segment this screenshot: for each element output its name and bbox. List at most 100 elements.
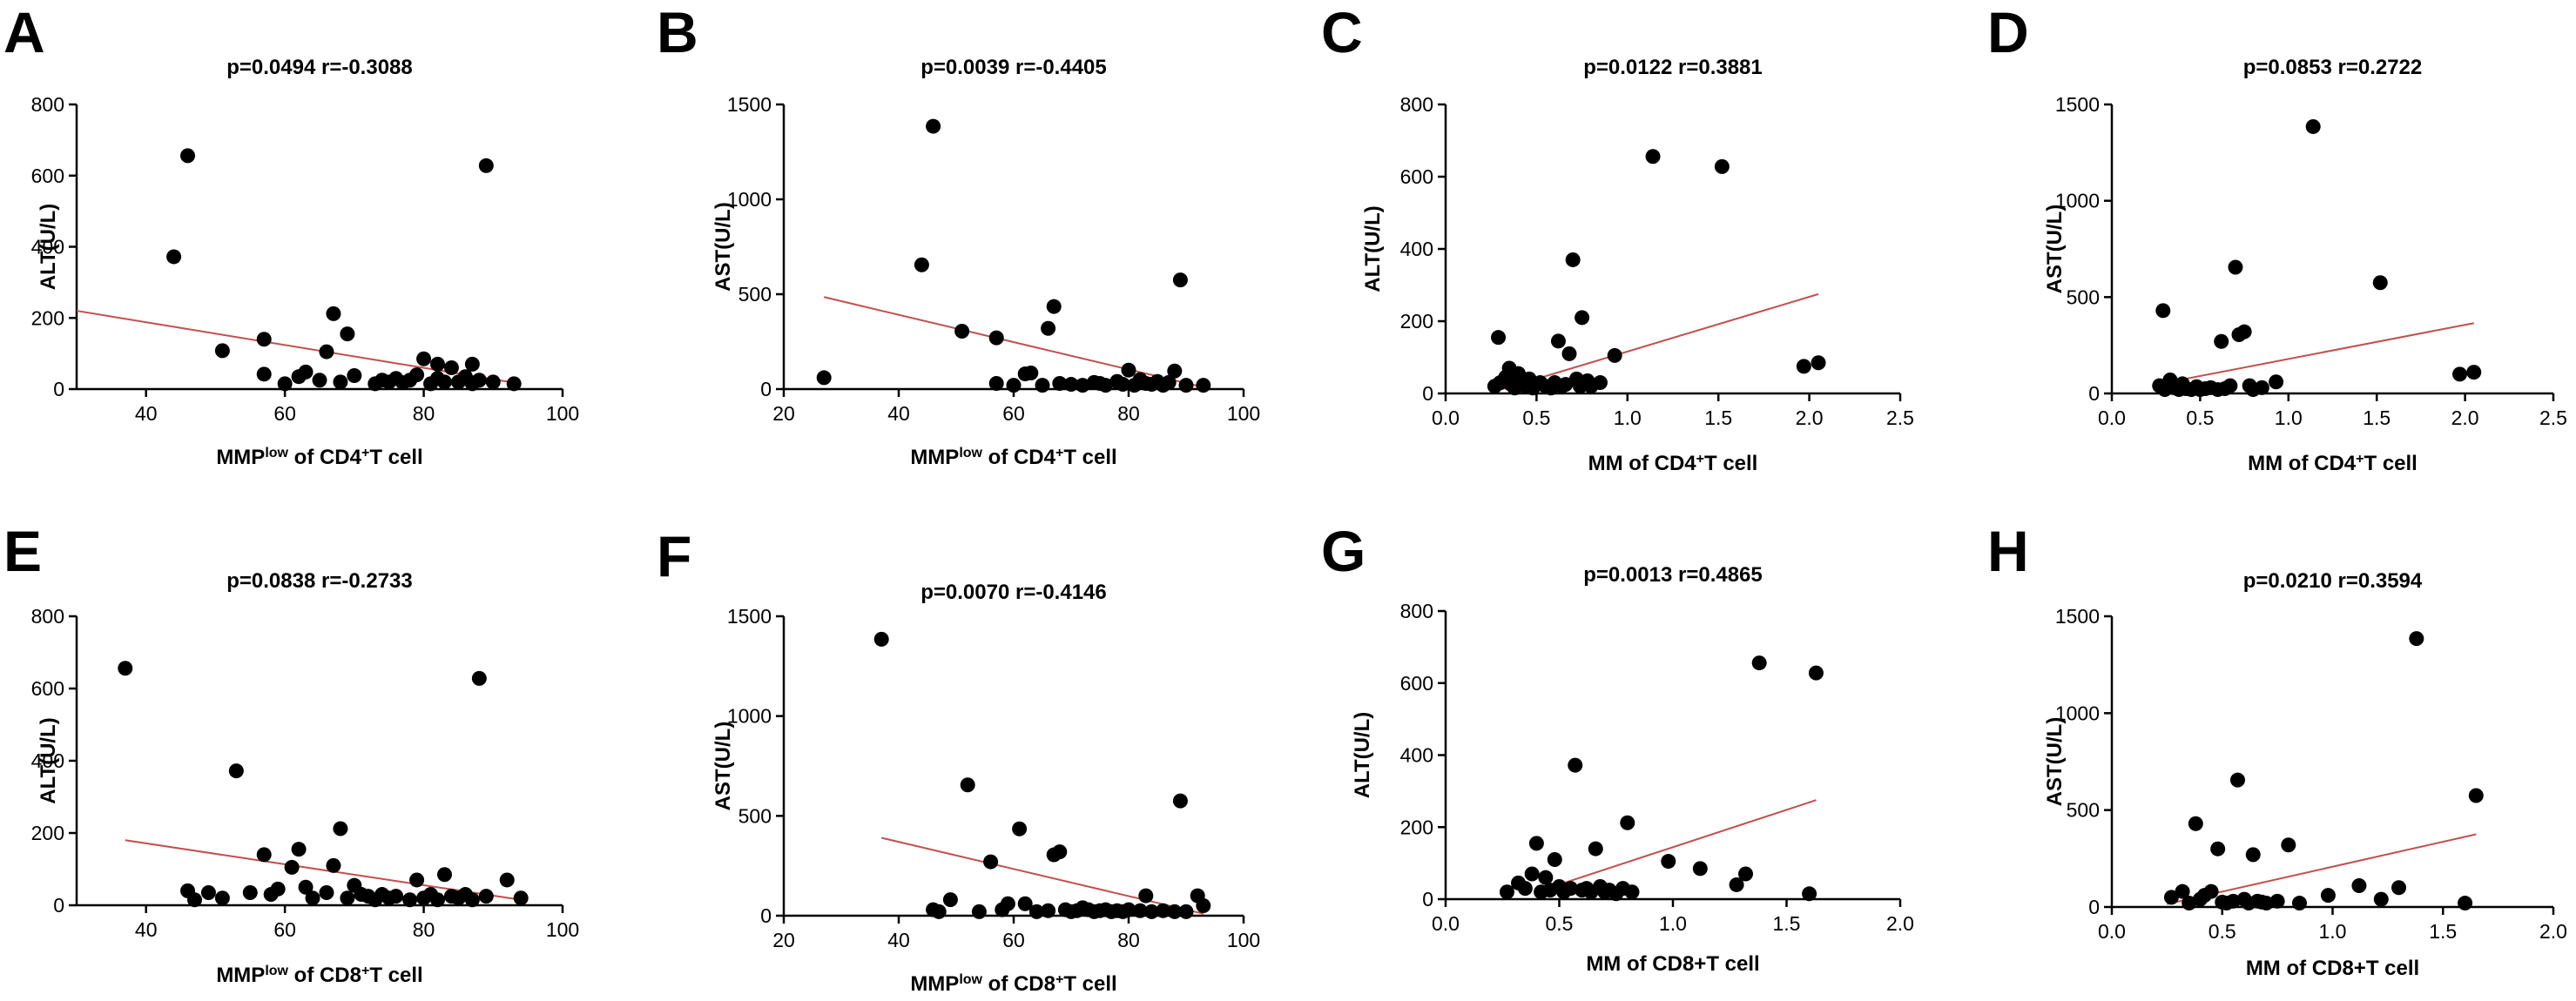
y-tick-label: 600: [1400, 165, 1433, 188]
x-axis-label-part: MM of CD4: [2248, 452, 2357, 475]
data-point: [1558, 377, 1574, 393]
y-axis-label: AST(U/L): [2043, 717, 2067, 807]
data-point: [1524, 866, 1540, 882]
data-point: [1063, 377, 1079, 393]
data-point: [2188, 816, 2203, 831]
y-tick-label: 600: [31, 677, 64, 700]
y-tick-label: 1500: [727, 93, 772, 116]
x-tick-label: 100: [1227, 402, 1260, 425]
data-point: [2163, 890, 2179, 905]
x-axis-label-superscript: +: [1055, 972, 1063, 987]
x-tick-label: 60: [1002, 402, 1025, 425]
data-point: [166, 249, 182, 265]
data-point: [513, 890, 529, 906]
x-tick-label: 0.5: [1522, 406, 1550, 429]
y-tick-label: 1000: [2055, 702, 2100, 724]
data-point: [1041, 320, 1056, 336]
x-tick-label: 40: [887, 929, 910, 951]
data-point: [2291, 896, 2307, 911]
y-tick-label: 200: [1400, 310, 1433, 333]
x-tick-label: 80: [1117, 402, 1140, 425]
data-point: [430, 892, 446, 908]
x-tick-label: 1.5: [1704, 406, 1732, 429]
data-point: [436, 867, 452, 883]
data-point: [2269, 893, 2285, 909]
x-tick-label: 2.5: [2539, 406, 2567, 429]
y-tick-label: 1500: [2055, 605, 2100, 628]
data-point: [1006, 378, 1022, 393]
trend-line: [1536, 799, 1817, 893]
data-point: [2269, 374, 2284, 390]
data-point: [471, 670, 487, 686]
data-point: [2320, 888, 2336, 904]
data-point: [1121, 902, 1136, 917]
data-point: [2372, 275, 2388, 291]
trend-line: [2167, 833, 2477, 905]
x-tick-label: 0.0: [2098, 406, 2126, 429]
y-tick-label: 0: [760, 904, 772, 927]
data-point: [2175, 883, 2190, 899]
y-tick-label: 800: [1400, 600, 1433, 622]
x-tick-label: 20: [772, 402, 795, 425]
x-axis-label-superscript: low: [265, 446, 288, 460]
x-tick-label: 1.5: [1773, 912, 1801, 935]
data-point: [1132, 903, 1148, 918]
y-tick-label: 500: [2067, 799, 2100, 822]
data-point: [305, 890, 320, 906]
x-axis-label: MM of CD8+T cell: [1586, 952, 1759, 976]
data-point: [1138, 888, 1154, 904]
y-axis-label: ALT(U/L): [37, 717, 60, 804]
x-axis-label: MMPlow of CD4+T cell: [910, 446, 1116, 470]
x-axis-label-part: T cell: [369, 964, 422, 987]
data-point: [402, 892, 418, 908]
x-axis-label-superscript: +: [1696, 452, 1704, 467]
panel-letter: F: [657, 524, 691, 588]
data-point: [2228, 259, 2243, 275]
data-point: [409, 367, 425, 383]
data-point: [971, 904, 987, 919]
data-point: [1808, 665, 1824, 681]
data-point: [1575, 310, 1590, 326]
panel-a: Ap=0.0494 r=-0.3088 40 60 80 100 0 200 400 600 80…: [3, 0, 579, 469]
data-point: [2468, 788, 2484, 803]
y-tick-label: 0: [1422, 382, 1433, 405]
panel-letter: H: [1987, 519, 2029, 583]
panel-title: p=0.0070 r=-0.4146: [920, 581, 1107, 604]
data-point: [443, 359, 459, 375]
y-tick-label: 200: [1400, 816, 1433, 838]
panel-title: p=0.0494 r=-0.3088: [226, 56, 413, 79]
data-point: [471, 373, 487, 388]
data-point: [242, 884, 258, 900]
data-point: [2458, 896, 2473, 911]
data-point: [1161, 374, 1177, 390]
data-point: [1023, 365, 1039, 380]
data-point: [2305, 118, 2321, 134]
data-point: [926, 118, 941, 134]
y-tick-label: 1000: [2055, 190, 2100, 212]
data-point: [1012, 821, 1028, 836]
panel-letter: G: [1321, 519, 1366, 583]
x-axis-label: MMPlow of CD8+T cell: [216, 964, 422, 988]
x-tick-label: 1.0: [1659, 912, 1687, 935]
x-axis-label-part: T cell: [1063, 972, 1116, 996]
y-tick-label: 0: [53, 894, 64, 917]
data-point: [1796, 359, 1811, 374]
data-point: [228, 763, 244, 779]
data-point: [2466, 365, 2482, 380]
x-tick-label: 20: [772, 929, 795, 951]
data-point: [388, 889, 404, 904]
x-axis-label: MMPlow of CD4+T cell: [216, 446, 422, 470]
x-axis-label-part: MM of CD4: [1588, 452, 1697, 475]
x-axis-label-superscript: low: [959, 446, 982, 460]
data-point: [1607, 347, 1622, 363]
x-tick-label: 100: [546, 402, 579, 425]
x-tick-label: 0.0: [1432, 912, 1460, 935]
data-point: [1645, 149, 1661, 165]
x-axis-label: MM of CD8+T cell: [2246, 957, 2419, 980]
data-point: [298, 364, 314, 380]
data-point: [1172, 272, 1188, 288]
x-tick-label: 100: [1227, 929, 1260, 951]
